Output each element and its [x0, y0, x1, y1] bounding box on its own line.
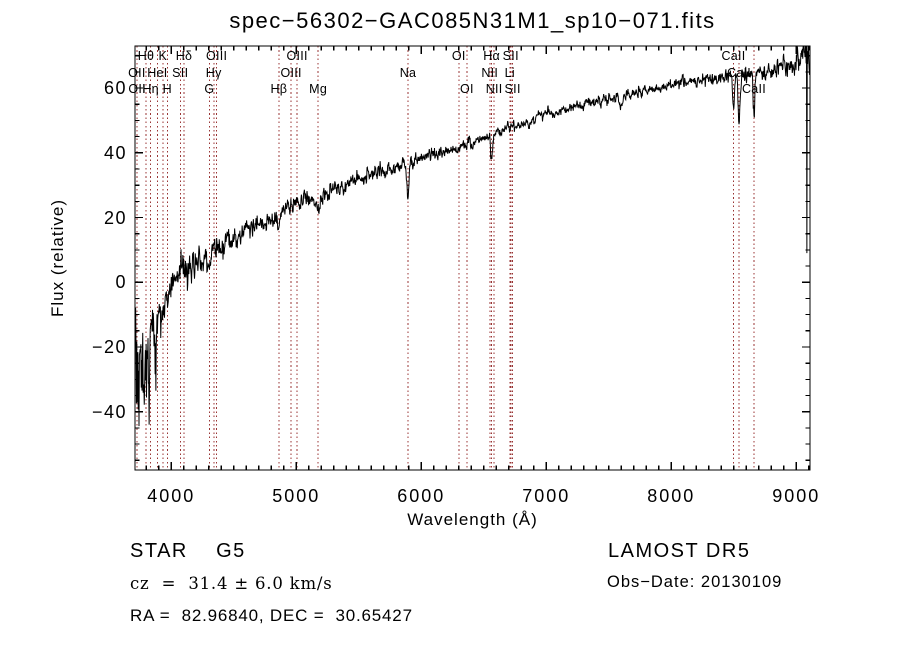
y-tick-label: 40	[103, 142, 127, 163]
x-axis-title: Wavelength (Å)	[407, 510, 538, 529]
y-tick-label: 60	[103, 78, 127, 99]
spectral-line-label-NII: NII	[485, 82, 503, 96]
object-class-label: STAR G5	[130, 540, 246, 562]
spectral-line-label-Hη: Hη	[142, 82, 159, 96]
spectral-line-label-Mg: Mg	[309, 82, 328, 96]
x-tick-label: 8000	[647, 486, 696, 506]
spectral-line-label-SII: SII	[502, 49, 519, 63]
spectral-line-label-OI: OI	[451, 49, 466, 63]
spectral-line-label-OIII: OIII	[205, 49, 228, 63]
y-axis-title: Flux (relative)	[48, 199, 67, 317]
spectral-line-label-Hδ: Hδ	[175, 49, 193, 63]
plot-frame	[134, 45, 811, 471]
spectral-line-label-OIII: OIII	[286, 49, 308, 63]
x-tick-label: 7000	[522, 486, 571, 506]
x-tick-label: 4000	[147, 486, 196, 506]
spectral-line-label-SII: SII	[172, 65, 189, 80]
spectral-line-label-Na: Na	[399, 65, 417, 80]
spectral-line-label-H: H	[162, 82, 172, 96]
y-tick-label: −40	[91, 401, 127, 422]
y-tick-label: 20	[103, 207, 127, 228]
obs-date-label: Obs−Date: 20130109	[607, 573, 783, 591]
x-tick-label: 6000	[397, 486, 446, 506]
redshift-velocity-label: cz = 31.4 ± 6.0 km/s	[130, 574, 333, 593]
spectral-line-label-Hθ: Hθ	[137, 49, 155, 63]
y-tick-label: −20	[91, 337, 127, 357]
survey-release-label: LAMOST DR5	[608, 540, 751, 562]
spectral-line-label-Hα: Hα	[483, 49, 501, 63]
spectral-line-label-Hγ: Hγ	[205, 65, 222, 80]
spectral-line-label-Hβ: Hβ	[270, 82, 288, 96]
chart-title: spec−56302−GAC085N31M1_sp10−071.fits	[229, 8, 716, 33]
spectral-line-label-OII: OII	[128, 82, 146, 96]
spectral-line-label-OII: OII	[128, 65, 146, 80]
spectral-line-label-CaII: CaII	[741, 82, 767, 96]
spectral-line-label-G: G	[204, 82, 215, 96]
x-tick-label: 5000	[272, 486, 321, 506]
spectral-line-label-CaII: CaII	[721, 49, 746, 63]
x-tick-label: 9000	[772, 486, 821, 506]
spectral-line-label-HeI: HeI	[147, 65, 168, 80]
spectral-line-label-SII: SII	[504, 82, 521, 96]
spectral-line-label-OIII: OIII	[280, 65, 302, 80]
spectral-line-label-NII: NII	[481, 65, 499, 80]
spectral-line-label-OI: OI	[459, 82, 474, 96]
spectrum-trace	[134, 45, 810, 427]
spectral-line-label-Li: Li	[504, 65, 515, 80]
y-tick-label: 0	[115, 272, 127, 293]
spectral-line-label-K: K	[158, 49, 168, 63]
ra-dec-label: RA = 82.96840, DEC = 30.65427	[130, 606, 413, 625]
spectral-line-label-CaII: CaII	[726, 65, 752, 80]
